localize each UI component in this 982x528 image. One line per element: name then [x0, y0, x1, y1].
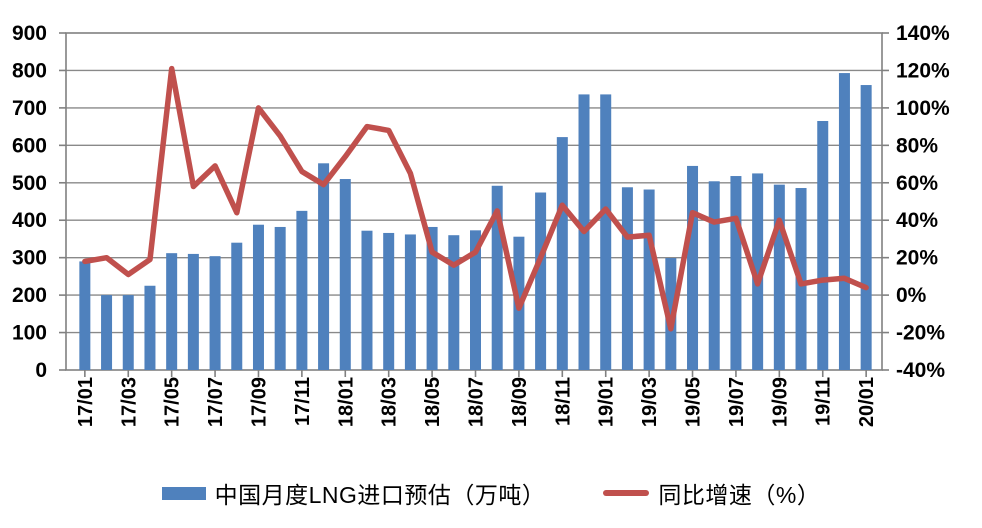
x-axis-label: 20/01 — [856, 377, 878, 427]
x-axis-label: 19/11 — [813, 377, 835, 426]
right-axis-label: -20% — [896, 322, 945, 345]
bar — [318, 163, 330, 370]
bar — [687, 165, 699, 370]
x-axis-label: 17/07 — [205, 377, 227, 427]
bar — [209, 256, 221, 370]
bar — [339, 179, 351, 370]
chart-legend: 中国月度LNG进口预估（万吨） 同比增速（%） — [0, 476, 982, 510]
bar — [166, 253, 178, 370]
growth-line — [82, 65, 869, 332]
x-axis-label: 17/05 — [162, 377, 184, 427]
bar — [491, 185, 503, 370]
left-axis-label: 300 — [12, 247, 47, 270]
right-axis-label: 120% — [896, 59, 950, 82]
right-axis-label: 80% — [896, 134, 938, 157]
left-axis-label: 700 — [12, 97, 47, 120]
x-axis-label: 19/05 — [683, 377, 705, 427]
bar — [383, 232, 395, 370]
bar — [187, 253, 199, 370]
bar — [621, 187, 633, 370]
x-axis-label: 19/01 — [596, 377, 618, 427]
bar — [101, 295, 113, 370]
x-axis-label: 17/11 — [292, 377, 314, 426]
bar — [231, 242, 243, 370]
right-axis-label: -40% — [896, 359, 945, 382]
right-axis-label: 20% — [896, 247, 938, 270]
right-axis-label: 100% — [896, 97, 950, 120]
x-axis-label: 17/03 — [118, 377, 140, 427]
legend-item-imports: 中国月度LNG进口预估（万吨） — [161, 476, 546, 510]
bar — [361, 230, 373, 370]
bar — [817, 120, 829, 370]
x-axis-label: 19/03 — [639, 377, 661, 427]
bar — [860, 85, 872, 370]
bar — [730, 176, 742, 370]
bar — [252, 224, 264, 370]
line-series-swatch — [603, 490, 650, 496]
bar — [535, 192, 547, 370]
line-series-label: 同比增速（%） — [658, 482, 821, 508]
legend-item-growth: 同比增速（%） — [603, 476, 820, 510]
bar — [470, 230, 481, 370]
x-axis-label: 18/01 — [335, 377, 357, 427]
bar — [404, 234, 416, 370]
bar — [643, 189, 655, 370]
x-axis-label: 18/09 — [509, 377, 531, 427]
bar — [838, 73, 850, 370]
bar — [274, 226, 286, 370]
left-axis-label: 500 — [12, 172, 47, 195]
bar — [144, 285, 156, 370]
left-axis-label: 400 — [12, 209, 47, 232]
bar-series-label: 中国月度LNG进口预估（万吨） — [214, 482, 546, 508]
bar — [79, 261, 91, 370]
bar — [426, 226, 438, 370]
right-axis-label: 60% — [896, 172, 938, 195]
bar — [448, 235, 460, 370]
x-axis-label: 18/03 — [379, 377, 401, 427]
left-axis-label: 600 — [12, 134, 47, 157]
right-axis-label: 40% — [896, 209, 938, 232]
x-axis-label: 18/05 — [422, 377, 444, 427]
bar — [556, 137, 568, 370]
bar-series-swatch — [161, 486, 206, 500]
x-axis-label: 18/11 — [552, 377, 574, 426]
x-axis-label: 19/07 — [726, 377, 748, 427]
left-axis-label: 100 — [12, 322, 47, 345]
bar — [600, 94, 612, 371]
x-axis-label: 17/01 — [75, 377, 97, 427]
left-axis-label: 900 — [12, 22, 47, 45]
bar — [296, 210, 308, 370]
left-axis-label: 800 — [12, 59, 47, 82]
bar — [752, 173, 764, 370]
bar — [773, 184, 785, 370]
left-axis-label: 0 — [35, 359, 47, 382]
right-axis-label: 0% — [896, 284, 927, 307]
left-axis-label: 200 — [12, 284, 47, 307]
x-axis-label: 17/09 — [248, 377, 270, 427]
bar — [122, 295, 134, 370]
x-axis-label: 19/09 — [769, 377, 791, 427]
x-axis-label: 18/07 — [466, 377, 488, 427]
right-axis-label: 140% — [896, 22, 950, 45]
bar — [708, 181, 720, 370]
